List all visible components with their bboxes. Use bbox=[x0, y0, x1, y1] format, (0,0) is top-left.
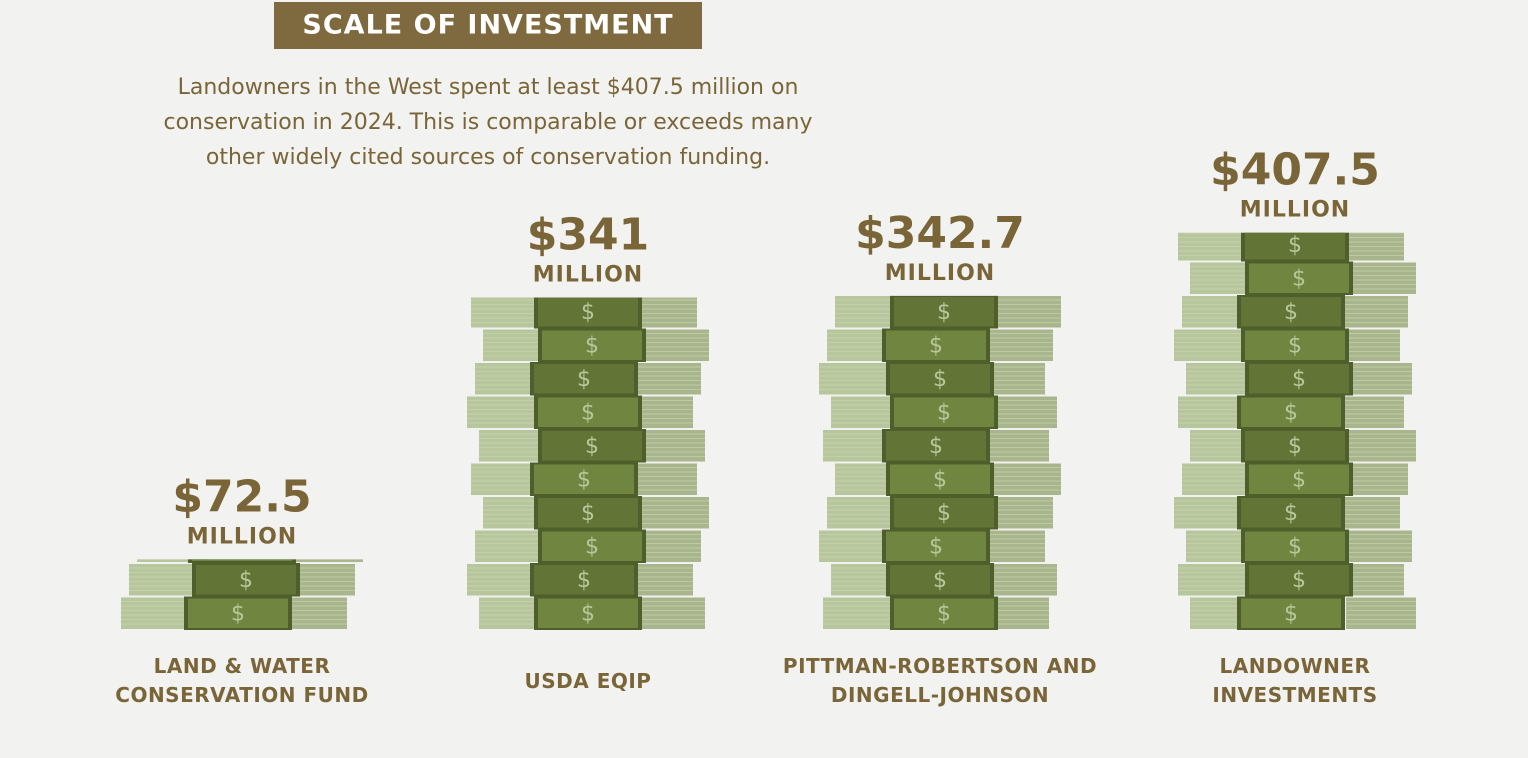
bill-band bbox=[538, 397, 638, 427]
bill-band bbox=[1241, 498, 1341, 528]
bill-band bbox=[542, 431, 642, 461]
dollar-icon: $ bbox=[1292, 266, 1306, 291]
subtitle-line: conservation in 2024. This is comparable… bbox=[163, 110, 812, 135]
dollar-icon: $ bbox=[239, 568, 253, 593]
bill-band bbox=[1245, 531, 1345, 561]
dollar-icon: $ bbox=[1288, 534, 1302, 559]
dollar-icon: $ bbox=[937, 501, 951, 526]
unit-label: MILLION bbox=[533, 263, 643, 288]
money-stack: $ $ $ $ $ $ $ $ $ $ bbox=[819, 295, 1061, 630]
bill-band bbox=[534, 464, 634, 494]
bill-band-shadow bbox=[188, 559, 296, 563]
bill-band bbox=[534, 565, 634, 595]
value-label: $342.7 bbox=[855, 208, 1025, 259]
bill-band bbox=[886, 330, 986, 360]
chart-title: SCALE OF INVESTMENT bbox=[302, 10, 673, 41]
dollar-icon: $ bbox=[1288, 233, 1302, 258]
bill-band bbox=[894, 598, 994, 628]
dollar-icon: $ bbox=[929, 534, 943, 559]
value-label: $72.5 bbox=[172, 471, 311, 522]
dollar-icon: $ bbox=[581, 400, 595, 425]
dollar-icon: $ bbox=[937, 601, 951, 626]
dollar-icon: $ bbox=[231, 601, 245, 626]
dollar-icon: $ bbox=[585, 534, 599, 559]
dollar-icon: $ bbox=[929, 333, 943, 358]
bill-band bbox=[1241, 397, 1341, 427]
bill-band bbox=[1249, 263, 1349, 293]
bill-band bbox=[538, 598, 638, 628]
bill-band bbox=[538, 297, 638, 327]
category-label: PITTMAN-ROBERTSON AND DINGELL-JOHNSON bbox=[782, 654, 1098, 707]
dollar-icon: $ bbox=[581, 300, 595, 325]
dollar-icon: $ bbox=[1292, 367, 1306, 392]
bill-band bbox=[1245, 330, 1345, 360]
money-stack: $ $ $ $ $ $ $ $ $ $ $ $ bbox=[1174, 232, 1416, 630]
dollar-icon: $ bbox=[585, 434, 599, 459]
bill-band bbox=[890, 565, 990, 595]
bill-band bbox=[1245, 232, 1345, 260]
bill-band bbox=[890, 464, 990, 494]
dollar-icon: $ bbox=[581, 501, 595, 526]
bill-band bbox=[1241, 598, 1341, 628]
dollar-icon: $ bbox=[933, 367, 947, 392]
bill-band bbox=[542, 531, 642, 561]
bill-band bbox=[192, 559, 292, 561]
bill-edge-left bbox=[137, 559, 207, 562]
subtitle-line: Landowners in the West spent at least $4… bbox=[178, 75, 799, 100]
bill-band bbox=[1249, 364, 1349, 394]
money-stack: $ $ $ $ $ $ $ $ $ $ bbox=[467, 297, 709, 630]
bill-band bbox=[894, 297, 994, 327]
dollar-icon: $ bbox=[577, 568, 591, 593]
bill-band bbox=[542, 330, 642, 360]
dollar-icon: $ bbox=[577, 367, 591, 392]
dollar-icon: $ bbox=[1284, 601, 1298, 626]
category-label: USDA EQIP bbox=[524, 668, 652, 693]
dollar-icon: $ bbox=[933, 467, 947, 492]
dollar-icon: $ bbox=[1284, 300, 1298, 325]
dollar-icon: $ bbox=[1288, 333, 1302, 358]
dollar-icon: $ bbox=[581, 601, 595, 626]
bill-band bbox=[886, 531, 986, 561]
bill-edge-right bbox=[293, 559, 363, 562]
bill-band bbox=[886, 431, 986, 461]
bill-band bbox=[538, 498, 638, 528]
bill-band bbox=[196, 565, 296, 595]
bill-band bbox=[1249, 565, 1349, 595]
bill-band bbox=[894, 498, 994, 528]
bill-band bbox=[1241, 297, 1341, 327]
dollar-icon: $ bbox=[933, 568, 947, 593]
dollar-icon: $ bbox=[937, 300, 951, 325]
dollar-icon: $ bbox=[1292, 568, 1306, 593]
category-label: LANDOWNER INVESTMENTS bbox=[1212, 654, 1378, 707]
bill-band bbox=[1245, 431, 1345, 461]
bill-band bbox=[1249, 464, 1349, 494]
dollar-icon: $ bbox=[577, 467, 591, 492]
bill-band bbox=[534, 364, 634, 394]
dollar-icon: $ bbox=[929, 434, 943, 459]
value-label: $341 bbox=[527, 210, 649, 261]
dollar-icon: $ bbox=[1292, 467, 1306, 492]
dollar-icon: $ bbox=[937, 400, 951, 425]
unit-label: MILLION bbox=[885, 261, 995, 286]
category-label: LAND & WATER CONSERVATION FUND bbox=[115, 654, 369, 707]
bill-band bbox=[894, 397, 994, 427]
bill-band bbox=[188, 598, 288, 628]
unit-label: MILLION bbox=[1240, 198, 1350, 223]
subtitle-line: other widely cited sources of conservati… bbox=[206, 145, 770, 170]
dollar-icon: $ bbox=[1284, 400, 1298, 425]
unit-label: MILLION bbox=[187, 524, 297, 549]
dollar-icon: $ bbox=[1284, 501, 1298, 526]
bill-band bbox=[890, 364, 990, 394]
dollar-icon: $ bbox=[1288, 434, 1302, 459]
value-label: $407.5 bbox=[1210, 145, 1380, 196]
title-box bbox=[274, 2, 702, 49]
dollar-icon: $ bbox=[585, 333, 599, 358]
money-stack: $$$ bbox=[121, 559, 363, 630]
